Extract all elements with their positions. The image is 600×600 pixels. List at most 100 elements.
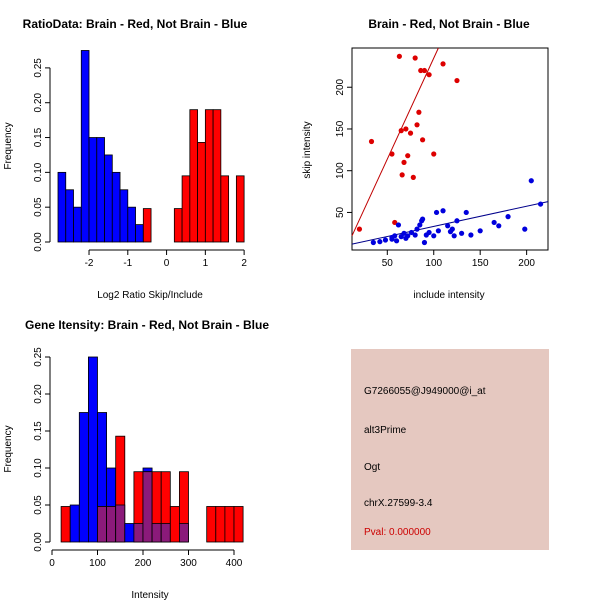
- not-brain-scatter-point: [419, 216, 426, 222]
- gene-intensity-xlabel: Intensity: [131, 590, 168, 600]
- not-brain-scatter-point: [395, 222, 402, 228]
- not-brain-scatter-point: [522, 226, 528, 232]
- not-brain-scatter-point: [370, 239, 376, 246]
- intensity-y-tick-label: 0.10: [33, 458, 44, 478]
- scatter-y-tick-label: 200: [335, 78, 346, 95]
- event-type-text: alt3Prime: [364, 425, 407, 436]
- not-brain-scatter-point: [449, 226, 455, 232]
- intensity-x-tick-label: 300: [180, 558, 197, 569]
- not-brain-intensity-bar: [124, 523, 135, 543]
- brain-scatter-point: [418, 67, 424, 74]
- not-brain-scatter-point: [389, 236, 395, 242]
- not-brain-intensity-bar: [142, 467, 153, 473]
- not-brain-scatter-point: [463, 209, 469, 216]
- not-brain-intensity-bar: [106, 467, 117, 507]
- not-brain-scatter-point: [382, 237, 389, 243]
- not-brain-ratio-bar: [80, 50, 90, 243]
- scatter-x-tick-label: 100: [425, 258, 442, 269]
- overlap-intensity-bar: [142, 471, 153, 543]
- intensity-scatter-frame: [351, 47, 549, 251]
- not-brain-ratio-bar: [127, 206, 136, 243]
- brain-scatter-point: [412, 55, 418, 61]
- probe-id-text: G7266055@J949000@i_at: [364, 386, 486, 397]
- scatter-x-tick-label: 50: [382, 258, 394, 269]
- brain-ratio-bar: [212, 109, 222, 243]
- intensity-scatter-marks: [351, 47, 549, 246]
- gene-intensity-title: Gene Itensity: Brain - Red, Not Brain - …: [25, 318, 269, 332]
- brain-scatter-point: [396, 53, 402, 59]
- intensity-y-tick-label: 0.00: [33, 532, 44, 552]
- brain-intensity-bar: [233, 506, 244, 543]
- brain-scatter-point: [431, 151, 437, 157]
- ratio-y-tick-label: 0.25: [33, 58, 44, 78]
- brain-scatter-point: [407, 130, 414, 136]
- overlap-intensity-bar: [160, 523, 171, 543]
- brain-scatter-point: [405, 153, 411, 159]
- not-brain-intensity-bar: [69, 504, 80, 543]
- not-brain-fit-line: [351, 201, 549, 245]
- not-brain-scatter-point: [440, 208, 446, 214]
- not-brain-ratio-bar: [135, 224, 144, 243]
- gene-intensity-axes: 0 100 200 300 400 0.00 0.05 0.10 0.15 0.20 0.25: [33, 347, 243, 569]
- not-brain-scatter-point: [445, 223, 451, 229]
- brain-scatter-point: [414, 122, 420, 128]
- location-text: chrX.27599-3.4: [364, 498, 433, 509]
- ratio-y-tick-label: 0.20: [33, 93, 44, 113]
- brain-scatter-point: [356, 226, 363, 232]
- gene-intensity-panel: Gene Itensity: Brain - Red, Not Brain - …: [3, 318, 269, 600]
- not-brain-scatter-point: [405, 233, 411, 239]
- gene-intensity-bars: [60, 356, 244, 543]
- brain-ratio-bar: [235, 175, 245, 243]
- brain-intensity-bar: [169, 506, 180, 543]
- not-brain-scatter-point: [454, 218, 460, 224]
- intensity-scatter-axes: 50 100 150 200 50 100 150 200: [335, 78, 535, 269]
- intensity-y-tick-label: 0.25: [33, 347, 44, 367]
- ratio-x-tick-label: -2: [85, 258, 94, 269]
- not-brain-intensity-bar: [78, 412, 89, 543]
- intensity-x-tick-label: 200: [135, 558, 152, 569]
- not-brain-scatter-point: [417, 222, 423, 228]
- not-brain-scatter-point: [408, 229, 415, 236]
- ratio-histogram-axes: -2 -1 0 1 2 0.00 0.05 0.10 0.15 0.20 0.25: [33, 58, 247, 269]
- not-brain-scatter-point: [537, 201, 544, 207]
- overlap-intensity-bar: [178, 523, 189, 543]
- brain-scatter-point: [392, 219, 398, 226]
- not-brain-scatter-point: [421, 239, 428, 246]
- not-brain-scatter-point: [377, 239, 383, 245]
- brain-scatter-point: [454, 77, 460, 84]
- brain-scatter-point: [398, 128, 404, 134]
- brain-scatter-point: [416, 109, 422, 115]
- scatter-y-tick-label: 150: [335, 120, 346, 137]
- not-brain-ratio-bar: [57, 171, 67, 243]
- scatter-x-tick-label: 150: [472, 258, 489, 269]
- ratio-x-tick-label: 1: [203, 258, 209, 269]
- brain-scatter-point: [389, 151, 395, 157]
- ratio-x-tick-label: 2: [241, 258, 247, 269]
- gene-intensity-ylabel: Frequency: [3, 425, 14, 472]
- scatter-y-tick-label: 50: [335, 206, 346, 218]
- brain-intensity-bar: [215, 506, 226, 543]
- ratio-y-tick-label: 0.05: [33, 197, 44, 217]
- brain-ratio-bar: [189, 109, 198, 243]
- intensity-x-tick-label: 100: [89, 558, 106, 569]
- ratio-histogram-ylabel: Frequency: [3, 122, 14, 169]
- ratio-histogram-title: RatioData: Brain - Red, Not Brain - Blue: [23, 17, 248, 31]
- scatter-x-tick-label: 200: [518, 258, 535, 269]
- not-brain-scatter-point: [459, 230, 465, 236]
- brain-ratio-bar: [197, 142, 206, 243]
- brain-ratio-bar: [204, 109, 214, 243]
- brain-scatter-point: [401, 159, 407, 165]
- not-brain-scatter-point: [491, 219, 497, 226]
- not-brain-scatter-point: [414, 226, 420, 232]
- intensity-y-tick-label: 0.15: [33, 421, 44, 441]
- ratio-x-tick-label: -1: [123, 258, 132, 269]
- intensity-x-tick-label: 400: [226, 558, 243, 569]
- ratio-y-tick-label: 0.15: [33, 127, 44, 147]
- ratio-histogram-bars: [57, 50, 245, 243]
- ratio-x-tick-label: 0: [164, 258, 170, 269]
- brain-scatter-point: [403, 126, 409, 132]
- brain-scatter-point: [440, 61, 446, 67]
- not-brain-ratio-bar: [88, 137, 98, 243]
- not-brain-scatter-point: [496, 223, 502, 229]
